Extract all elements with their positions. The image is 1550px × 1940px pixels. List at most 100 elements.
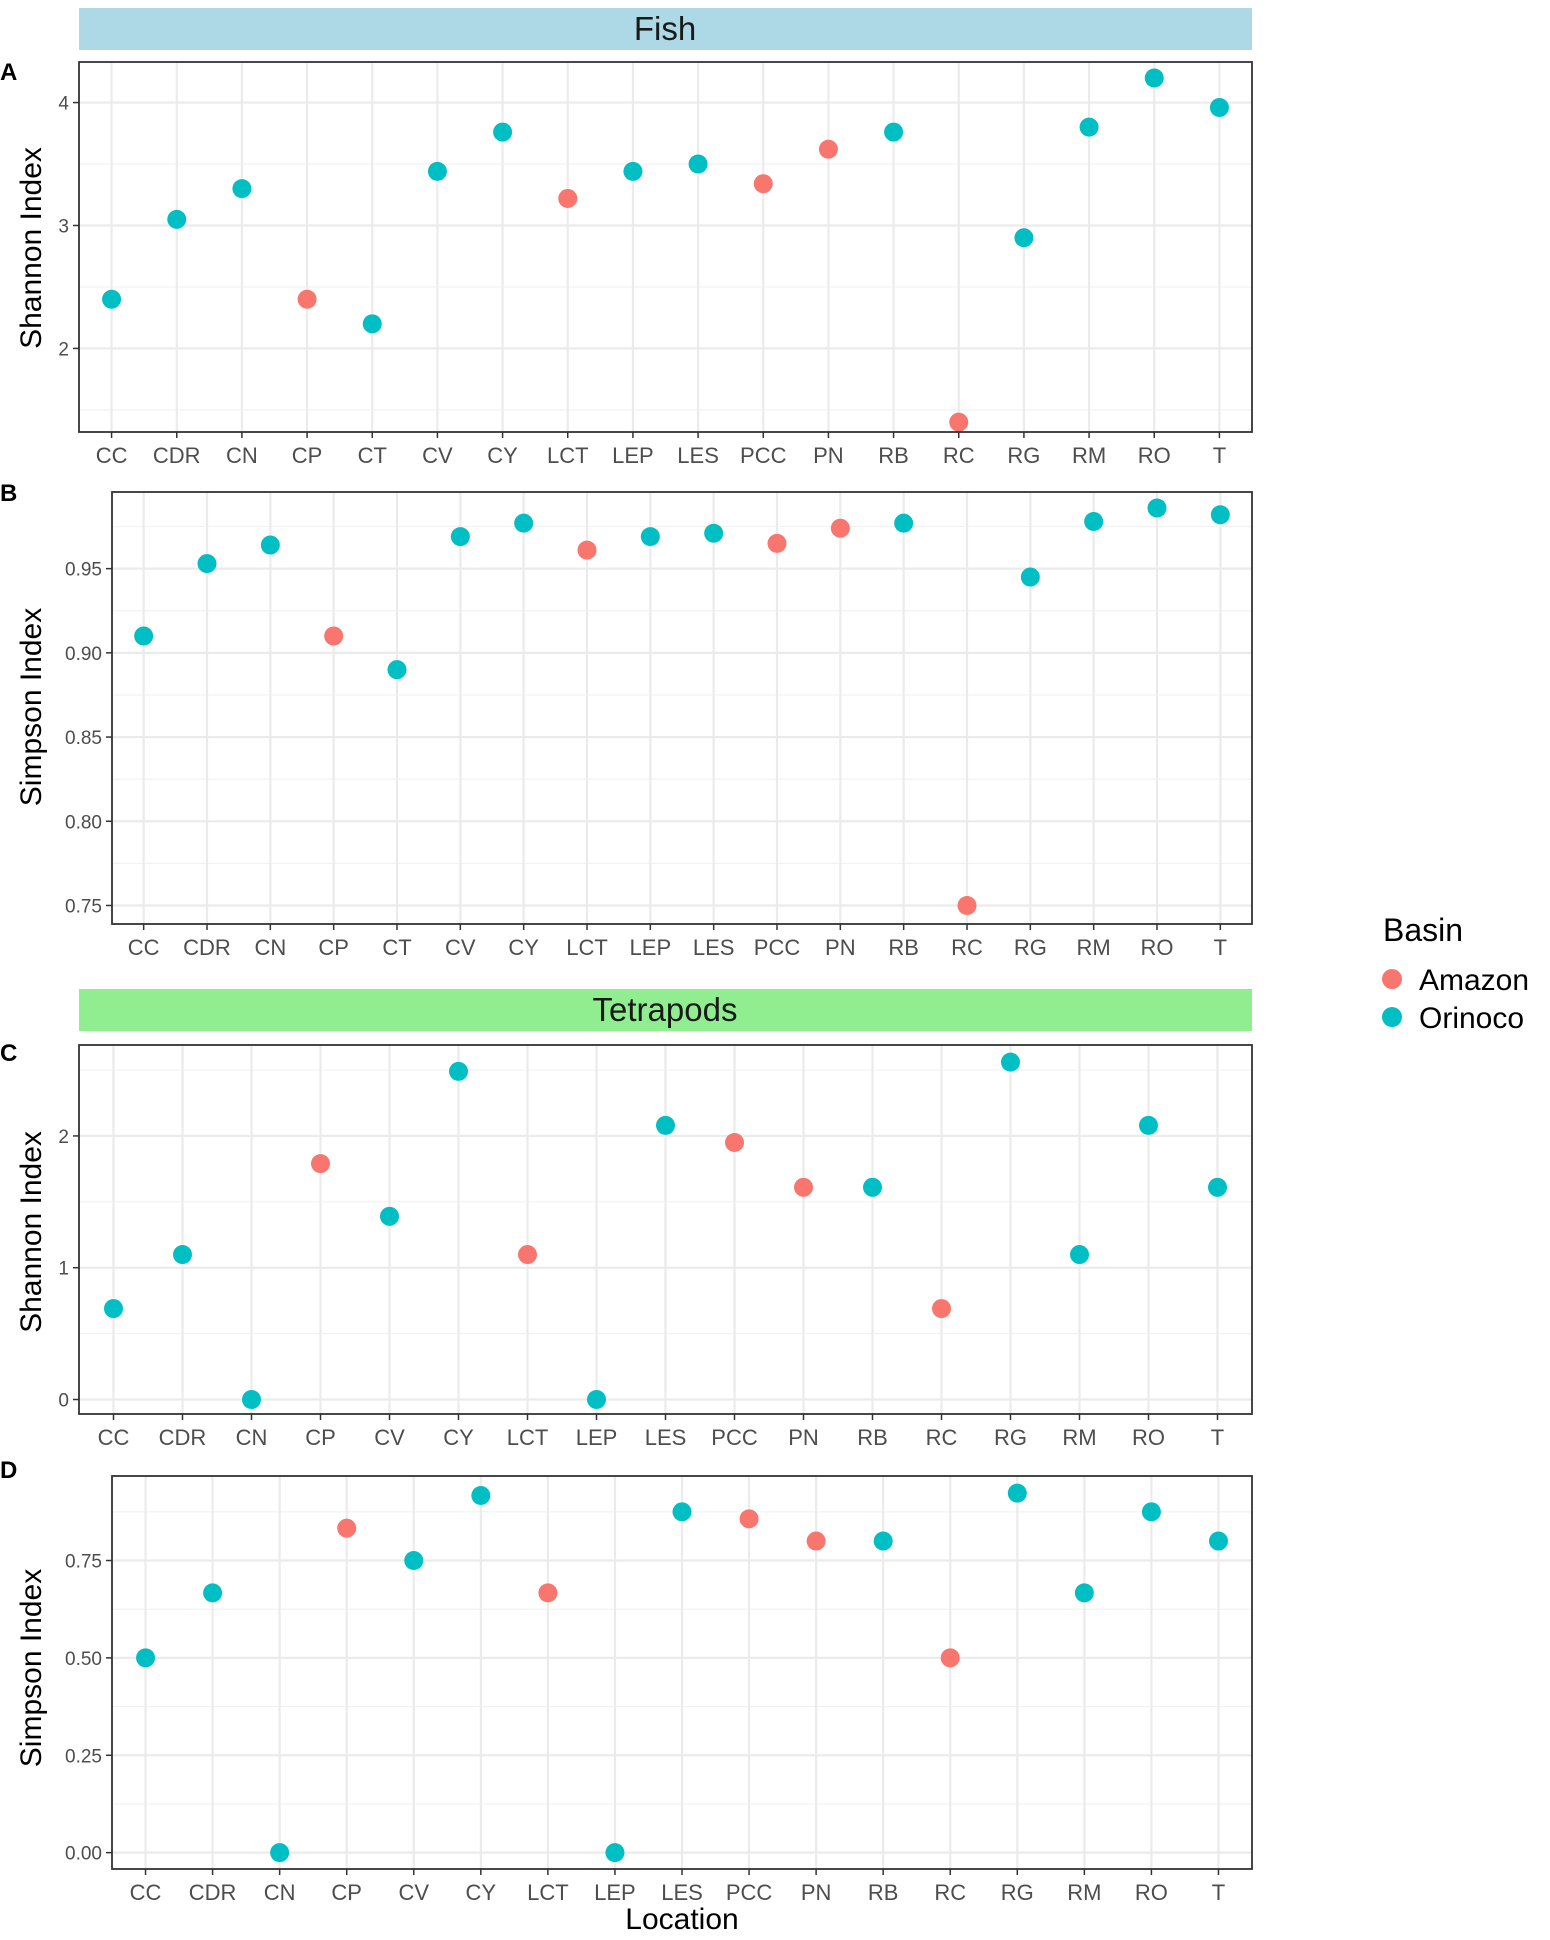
panel-c-point-cv xyxy=(380,1206,399,1226)
panel-c-tag: C xyxy=(0,1040,17,1067)
panel-d-point-t xyxy=(1208,1531,1228,1551)
panel-c-point-cp xyxy=(311,1154,330,1174)
panel-b-point-rg xyxy=(1020,567,1040,587)
panel-b-y-tick-label-4: 0.95 xyxy=(65,560,102,581)
panel-c-point-rm xyxy=(1070,1245,1089,1265)
panel-a-x-tick-label-cn: CN xyxy=(226,443,258,468)
panel-b-x-tick-label-rb: RB xyxy=(888,935,919,960)
panel-a-border xyxy=(78,61,1253,433)
panel-b-point-cp xyxy=(324,626,344,646)
panel-b-x-tick-label-t: T xyxy=(1214,935,1227,960)
panel-c-point-cn xyxy=(242,1390,261,1410)
panel-a-x-tick-label-cp: CP xyxy=(292,443,323,468)
panel-a-point-les xyxy=(688,154,708,174)
panel-d-point-pcc xyxy=(739,1509,759,1529)
panel-b-y-tick-label-3: 0.90 xyxy=(65,644,102,665)
panel-a-fish-shannon: A Shannon Index 2 3 4 CC CDR CN CP CT CV CY LCT LEP… xyxy=(0,59,1253,468)
panel-d-point-rc xyxy=(940,1648,960,1668)
panel-a-x-tick-label-cy: CY xyxy=(487,443,518,468)
panel-b-point-cc xyxy=(134,626,154,646)
panel-a-x-tick-label-rc: RC xyxy=(943,443,975,468)
panel-d-border xyxy=(111,1475,1253,1870)
panel-d-x-tick-label-les: LES xyxy=(661,1880,703,1905)
panel-a-x-tick-label-rg: RG xyxy=(1007,443,1040,468)
panel-b-background xyxy=(112,492,1252,924)
panel-d-point-rm xyxy=(1074,1583,1094,1603)
legend-label-amazon: Amazon xyxy=(1419,964,1529,997)
panel-c-x-tick-label-lct: LCT xyxy=(507,1425,549,1450)
panel-c-x-tick-label-les: LES xyxy=(645,1425,687,1450)
panel-a-x-tick-label-lct: LCT xyxy=(547,443,589,468)
fish-strip-background xyxy=(79,8,1252,50)
panel-b-point-lct xyxy=(577,540,597,560)
panel-b-point-pn xyxy=(830,518,850,538)
panel-c-y-axis-title: Shannon Index xyxy=(15,1131,48,1333)
panel-b-x-tick-label-cp: CP xyxy=(318,935,349,960)
panel-a-point-rb xyxy=(884,122,904,142)
panel-b-x-tick-label-lep: LEP xyxy=(630,935,672,960)
legend-entry-orinoco: Orinoco xyxy=(1382,1002,1524,1035)
panel-c-tetrapods-shannon: C Shannon Index 0 1 2 CC CDR CN CP CV CY LCT LEP LE… xyxy=(0,1040,1253,1450)
panel-a-x-tick-label-pcc: PCC xyxy=(740,443,787,468)
panel-a-point-cn xyxy=(232,179,252,199)
panel-d-point-cdr xyxy=(203,1583,223,1603)
panel-d-y-tick-label-2: 0.50 xyxy=(65,1649,102,1670)
panel-d-x-tick-label-rc: RC xyxy=(934,1880,966,1905)
panel-d-x-tick-label-cdr: CDR xyxy=(189,1880,237,1905)
panel-d-point-cn xyxy=(270,1843,290,1863)
panel-a-point-rg xyxy=(1014,228,1034,248)
panel-c-x-tick-label-rm: RM xyxy=(1062,1425,1096,1450)
panel-d-x-tick-label-cv: CV xyxy=(398,1880,429,1905)
panel-c-point-rg xyxy=(1001,1052,1020,1072)
legend-label-orinoco: Orinoco xyxy=(1419,1002,1524,1035)
panel-a-y-tick-label-2: 4 xyxy=(58,94,69,115)
panel-a-point-ct xyxy=(362,314,382,334)
tetrapods-strip-background xyxy=(79,989,1252,1031)
panel-b-point-cv xyxy=(450,527,470,547)
panel-b-x-tick-label-ro: RO xyxy=(1141,935,1174,960)
panel-c-x-tick-label-pcc: PCC xyxy=(711,1425,758,1450)
panel-d-y-axis-title: Simpson Index xyxy=(15,1569,48,1767)
panel-c-point-cc xyxy=(104,1299,123,1319)
panel-a-x-tick-label-les: LES xyxy=(677,443,719,468)
panel-a-point-cv xyxy=(427,161,447,181)
panel-a-point-cp xyxy=(297,289,317,309)
panel-b-point-pcc xyxy=(767,533,787,553)
panel-b-x-tick-label-rg: RG xyxy=(1014,935,1047,960)
panel-d-point-rb xyxy=(873,1531,893,1551)
legend-key-orinoco xyxy=(1382,1007,1402,1027)
panel-d-point-cy xyxy=(471,1485,491,1505)
panel-c-x-tick-label-cdr: CDR xyxy=(159,1425,207,1450)
panel-c-x-tick-label-cv: CV xyxy=(374,1425,405,1450)
panel-a-point-rc xyxy=(949,412,969,432)
panel-b-x-tick-label-les: LES xyxy=(693,935,735,960)
panel-c-point-rb xyxy=(863,1177,882,1197)
panel-a-x-tick-label-pn: PN xyxy=(813,443,844,468)
panel-d-y-tick-label-0: 0.00 xyxy=(65,1844,102,1865)
panel-d-x-tick-label-cy: CY xyxy=(466,1880,497,1905)
panel-a-background xyxy=(79,62,1252,432)
panel-c-x-tick-label-ro: RO xyxy=(1132,1425,1165,1450)
panel-b-x-tick-label-rc: RC xyxy=(951,935,983,960)
panel-c-x-tick-label-cy: CY xyxy=(443,1425,474,1450)
panel-c-x-tick-label-t: T xyxy=(1211,1425,1224,1450)
panel-c-x-tick-label-cc: CC xyxy=(98,1425,130,1450)
panel-d-point-les xyxy=(672,1502,692,1522)
panel-b-x-tick-label-cn: CN xyxy=(254,935,286,960)
panel-b-border xyxy=(111,491,1253,925)
panel-a-x-tick-label-rm: RM xyxy=(1072,443,1106,468)
panel-a-x-tick-label-t: T xyxy=(1213,443,1226,468)
panel-b-y-tick-label-1: 0.80 xyxy=(65,812,102,833)
panel-c-plot: 0 1 2 CC CDR CN CP CV CY LCT LEP LES PCC PN RB RC RG RM RO… xyxy=(58,1044,1253,1450)
panel-a-plot: 2 3 4 CC CDR CN CP CT CV CY LCT LEP LES PCC PN RB RC RG RM… xyxy=(58,61,1253,468)
panel-d-tetrapods-simpson: D Simpson Index 0.00 0.25 0.50 0.75 CC CDR CN C… xyxy=(0,1457,1253,1905)
panel-b-x-tick-label-lct: LCT xyxy=(566,935,608,960)
panel-c-point-cdr xyxy=(173,1245,192,1265)
panel-d-point-ro xyxy=(1141,1502,1161,1522)
panel-b-x-tick-label-cc: CC xyxy=(128,935,160,960)
legend-key-amazon xyxy=(1382,969,1402,989)
fish-strip-label: Fish xyxy=(634,10,696,47)
panel-c-y-tick-label-0: 0 xyxy=(58,1391,69,1412)
tetrapods-strip-label: Tetrapods xyxy=(593,991,738,1028)
